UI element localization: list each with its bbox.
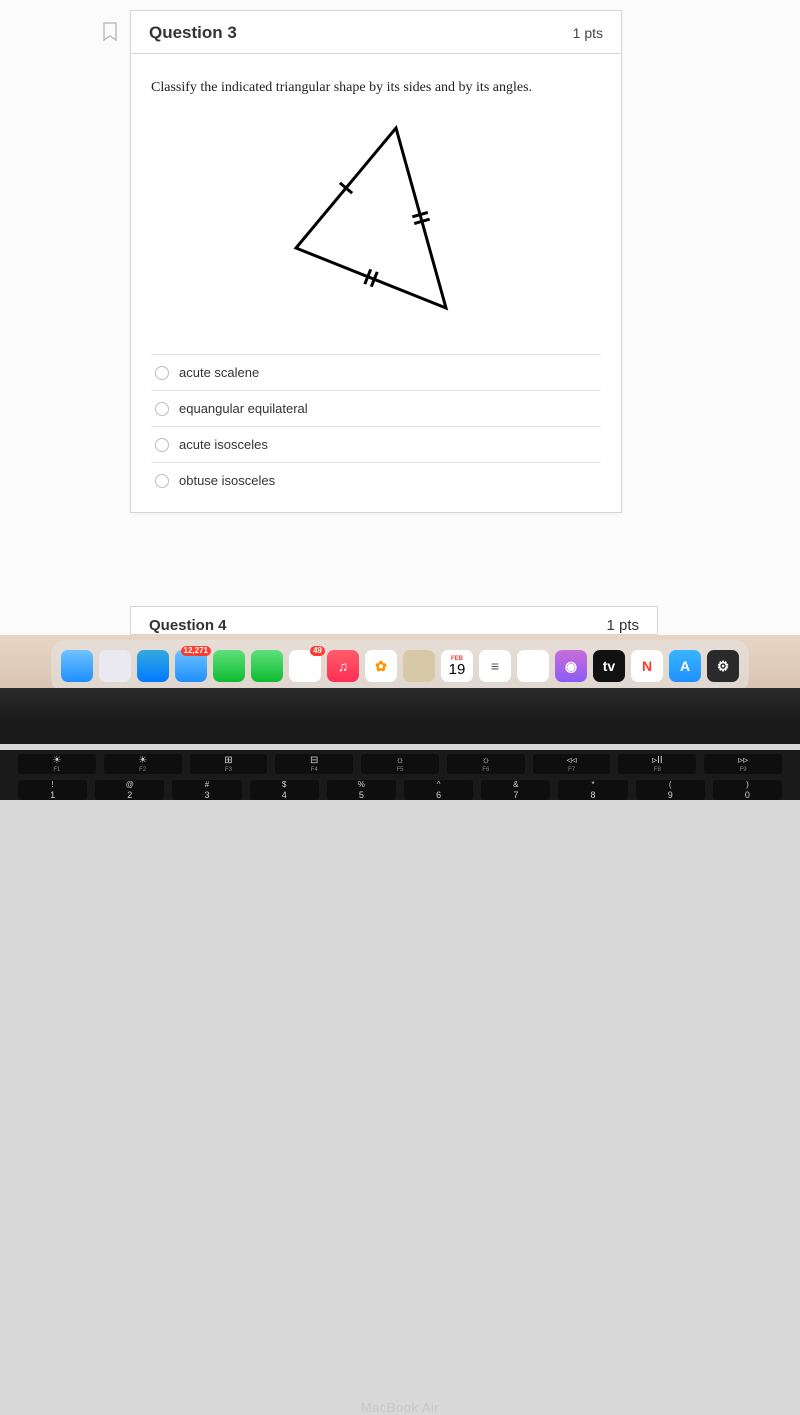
key-6: ^6 xyxy=(404,780,473,800)
screen-area: Question 3 1 pts Classify the indicated … xyxy=(0,0,800,635)
question-body: Classify the indicated triangular shape … xyxy=(131,54,621,512)
dock-mail-icon[interactable]: 12,271 xyxy=(175,650,207,682)
macos-dock: 12,271 49♫✿ FEB19≡ ◉tvNA⚙ xyxy=(51,640,749,692)
question-header: Question 3 1 pts xyxy=(131,11,621,54)
key-f5: ☼F5 xyxy=(361,754,439,774)
keyboard: ☀F1 ☀F2 ⊞F3 ⊟F4 ☼F5 ☼F6 ◃◃F7 ▹IIF8 ▹▹F9 !1 @2 #3 $4… xyxy=(0,750,800,800)
key-1: !1 xyxy=(18,780,87,800)
option-label: acute isosceles xyxy=(179,437,268,452)
dock-news-icon[interactable]: N xyxy=(631,650,663,682)
dock-appstore-icon[interactable]: A xyxy=(669,650,701,682)
flag-question-button[interactable] xyxy=(102,22,118,42)
dock-contacts-icon[interactable] xyxy=(403,650,435,682)
key-2: @2 xyxy=(95,780,164,800)
dock-music-icon[interactable]: ♫ xyxy=(327,650,359,682)
key-0: )0 xyxy=(713,780,782,800)
key-f7: ◃◃F7 xyxy=(533,754,611,774)
next-question-points: 1 pts xyxy=(606,617,639,634)
dock-appletv-icon[interactable]: tv xyxy=(593,650,625,682)
dock-maps-icon[interactable]: 49 xyxy=(289,650,321,682)
key-f6: ☼F6 xyxy=(447,754,525,774)
option-label: equangular equilateral xyxy=(179,401,308,416)
radio-icon xyxy=(155,438,169,452)
answer-option[interactable]: acute isosceles xyxy=(151,426,601,462)
radio-icon xyxy=(155,402,169,416)
dock-safari-icon[interactable] xyxy=(137,650,169,682)
next-question-card: Question 4 1 pts xyxy=(130,606,658,635)
dock-launchpad-icon[interactable] xyxy=(99,650,131,682)
key-f8: ▹IIF8 xyxy=(618,754,696,774)
key-f3: ⊞F3 xyxy=(190,754,268,774)
answer-option[interactable]: acute scalene xyxy=(151,354,601,390)
key-f4: ⊟F4 xyxy=(275,754,353,774)
dock-finder-icon[interactable] xyxy=(61,650,93,682)
bookmark-icon xyxy=(102,22,118,42)
question-points: 1 pts xyxy=(573,25,603,41)
dock-podcasts-icon[interactable]: ◉ xyxy=(555,650,587,682)
option-label: obtuse isosceles xyxy=(179,473,275,488)
dock-reminders-icon[interactable]: ≡ xyxy=(479,650,511,682)
key-f2: ☀F2 xyxy=(104,754,182,774)
answer-options: acute scalene equangular equilateral acu… xyxy=(151,354,601,498)
dock-facetime-icon[interactable] xyxy=(213,650,245,682)
question-card: Question 3 1 pts Classify the indicated … xyxy=(130,10,622,513)
question-prompt: Classify the indicated triangular shape … xyxy=(151,80,601,96)
dock-calendar-icon[interactable]: FEB19 xyxy=(441,650,473,682)
laptop-model-label: MacBook Air xyxy=(0,1400,800,1415)
radio-icon xyxy=(155,474,169,488)
key-f1: ☀F1 xyxy=(18,754,96,774)
key-8: *8 xyxy=(558,780,627,800)
dock-photos-icon[interactable]: ✿ xyxy=(365,650,397,682)
question-number: Question 3 xyxy=(149,23,237,43)
laptop-hinge: MacBook Air xyxy=(0,688,800,744)
key-9: (9 xyxy=(636,780,705,800)
key-3: #3 xyxy=(172,780,241,800)
option-label: acute scalene xyxy=(179,365,259,380)
dock-settings-icon[interactable]: ⚙ xyxy=(707,650,739,682)
key-4: $4 xyxy=(250,780,319,800)
radio-icon xyxy=(155,366,169,380)
answer-option[interactable]: equangular equilateral xyxy=(151,390,601,426)
dock-messages-icon[interactable] xyxy=(251,650,283,682)
triangle-figure xyxy=(151,112,601,350)
next-question-number: Question 4 xyxy=(149,617,227,634)
key-7: &7 xyxy=(481,780,550,800)
key-f9: ▹▹F9 xyxy=(704,754,782,774)
key-5: %5 xyxy=(327,780,396,800)
dock-notes-icon[interactable] xyxy=(517,650,549,682)
answer-option[interactable]: obtuse isosceles xyxy=(151,462,601,498)
